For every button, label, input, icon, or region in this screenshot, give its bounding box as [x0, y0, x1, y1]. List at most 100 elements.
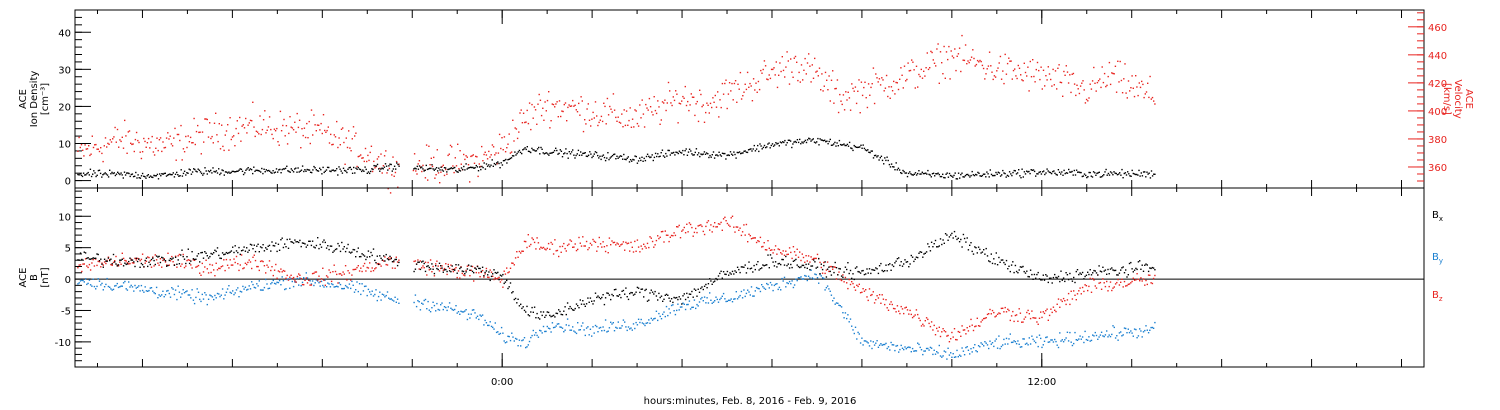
bx-series-point [552, 314, 555, 317]
bx-series-point [1055, 276, 1057, 279]
by-series-point [995, 338, 997, 340]
bx-series-point [290, 241, 292, 243]
velocity-series-point [689, 104, 691, 106]
by-series-point [149, 287, 151, 289]
bx-series-point [868, 268, 871, 270]
density-series-point [359, 168, 362, 171]
velocity-series-point [181, 159, 183, 161]
bx-series-point [1090, 274, 1093, 276]
density-series-point [890, 163, 893, 165]
bz-series-point [341, 274, 343, 276]
bz-series-point [714, 222, 716, 224]
density-series-point [1001, 174, 1003, 176]
density-series-point [1122, 177, 1124, 179]
velocity-series-point [477, 175, 479, 178]
bz-series-point [178, 253, 181, 256]
by-series-point [221, 288, 224, 290]
velocity-series-point [447, 154, 449, 157]
by-series-point [575, 332, 578, 335]
bz-series-point [882, 298, 885, 300]
by-series-point [290, 277, 292, 280]
by-series-point [611, 323, 613, 325]
velocity-series-point [320, 122, 322, 125]
density-series-point [713, 157, 716, 159]
density-series-point [918, 170, 920, 172]
by-series-point [540, 330, 542, 332]
velocity-series-point [675, 90, 677, 92]
top-left-tick-label: 10 [58, 140, 71, 151]
velocity-series-point [124, 119, 126, 122]
density-series-point [88, 174, 90, 176]
bx-series-point [1122, 266, 1124, 268]
density-series-point [549, 152, 551, 154]
by-series-point [329, 286, 332, 288]
by-series-point [370, 293, 372, 296]
density-series-point [775, 142, 777, 144]
bx-series-point [823, 264, 825, 267]
density-series-point [341, 172, 344, 174]
bx-series-point [975, 247, 977, 249]
by-series-point [1151, 326, 1154, 329]
by-series-point [167, 289, 169, 292]
by-series-point [210, 295, 212, 297]
velocity-series-point [691, 96, 694, 98]
velocity-series-point [1127, 80, 1130, 82]
by-series-point [294, 281, 296, 283]
velocity-series-point [1088, 97, 1090, 99]
bz-series-point [726, 222, 729, 225]
density-series-point [121, 174, 123, 176]
density-series-point [242, 173, 245, 176]
bx-series-point [1136, 268, 1138, 271]
bx-series-point [547, 311, 550, 314]
density-series-point [828, 140, 830, 143]
bx-series-point [319, 243, 321, 246]
bx-series-point [159, 261, 162, 264]
velocity-series-point [920, 68, 922, 71]
velocity-series-point [979, 59, 981, 62]
bx-series-point [150, 258, 153, 261]
by-series-point [417, 300, 419, 302]
velocity-series-point [332, 143, 334, 146]
velocity-series-point [498, 133, 501, 136]
bz-series-point [536, 237, 538, 239]
bz-series-point [923, 325, 925, 327]
bx-series-point [866, 268, 868, 270]
density-series-point [842, 144, 844, 146]
velocity-series-point [1033, 75, 1035, 78]
bx-series-point [487, 274, 489, 276]
velocity-series-point [469, 181, 471, 183]
bx-series-point [422, 260, 424, 262]
bx-series-point [1092, 272, 1094, 274]
by-series-point [771, 284, 773, 286]
bz-series-point [330, 280, 333, 283]
by-series-point [1152, 327, 1155, 329]
density-series-point [1006, 174, 1009, 177]
by-series-point [393, 300, 395, 302]
velocity-series-point [1015, 75, 1017, 77]
by-series-point [597, 331, 599, 333]
density-series-point [98, 169, 101, 171]
bx-series-point [778, 262, 781, 265]
bx-series-point [960, 238, 962, 241]
bz-series-point [135, 259, 137, 261]
density-series-point [566, 152, 568, 155]
bx-series-point [809, 269, 811, 271]
density-series-point [356, 168, 358, 170]
bx-series-point [813, 259, 815, 261]
velocity-series-point [582, 130, 585, 133]
velocity-series-point [706, 102, 708, 104]
bz-series-point [934, 334, 937, 336]
bz-series-point [350, 279, 352, 281]
density-series-point [727, 154, 729, 156]
bz-series-point [584, 245, 586, 247]
by-series-point [1004, 343, 1006, 345]
velocity-series-point [814, 57, 816, 60]
bx-series-point [904, 259, 906, 261]
velocity-series-point [1081, 82, 1083, 84]
bx-series-point [687, 296, 689, 299]
density-series-point [833, 143, 835, 145]
bz-series-point [687, 231, 689, 233]
velocity-series-point [849, 109, 852, 111]
velocity-series-point [758, 88, 761, 91]
bx-series-point [126, 263, 129, 265]
